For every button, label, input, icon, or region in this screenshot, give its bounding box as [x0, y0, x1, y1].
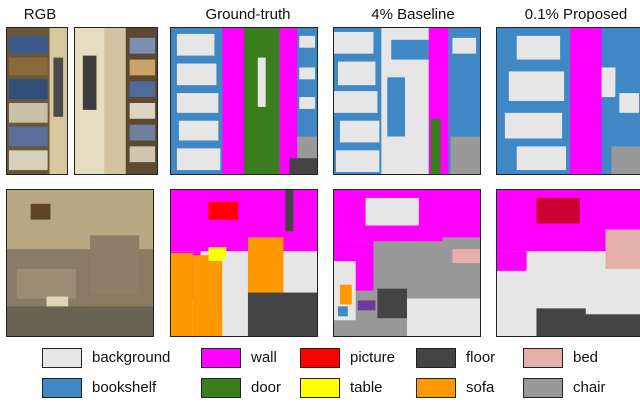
legend-label-sofa: sofa	[466, 379, 495, 396]
legend-label-background: background	[92, 349, 171, 366]
baseline-mask-1	[333, 27, 481, 175]
legend-item-wall: wall	[201, 346, 311, 370]
legend-item-background: background	[42, 346, 192, 370]
column-title-rgb: RGB	[23, 6, 57, 23]
legend-label-bookshelf: bookshelf	[92, 379, 157, 396]
legend-swatch-chair	[523, 378, 563, 398]
ground-truth-mask-1	[170, 27, 318, 175]
legend-swatch-door	[201, 378, 241, 398]
legend-swatch-sofa	[416, 378, 456, 398]
legend-swatch-picture	[300, 348, 340, 368]
rgb-photo-living-room	[6, 189, 154, 337]
rgb-photo-door	[74, 27, 158, 175]
legend-swatch-bed	[523, 348, 563, 368]
rgb-photo-bookshelf	[6, 27, 68, 175]
legend-label-picture: picture	[350, 349, 396, 366]
column-title-proposed: 0.1% Proposed	[524, 6, 628, 23]
legend-label-bed: bed	[573, 349, 599, 366]
baseline-mask-2	[333, 189, 481, 337]
legend-swatch-table	[300, 378, 340, 398]
proposed-mask-1	[496, 27, 640, 175]
proposed-mask-2	[496, 189, 640, 337]
ground-truth-mask-2	[170, 189, 318, 337]
legend-swatch-background	[42, 348, 82, 368]
legend-item-door: door	[201, 376, 311, 400]
legend-swatch-wall	[201, 348, 241, 368]
legend-label-floor: floor	[466, 349, 496, 366]
legend-item-floor: floor	[416, 346, 516, 370]
legend-swatch-bookshelf	[42, 378, 82, 398]
legend-label-table: table	[350, 379, 383, 396]
legend-label-wall: wall	[251, 349, 277, 366]
legend-swatch-floor	[416, 348, 456, 368]
legend-item-table: table	[300, 376, 420, 400]
legend-item-sofa: sofa	[416, 376, 516, 400]
legend-label-chair: chair	[573, 379, 606, 396]
legend-item-picture: picture	[300, 346, 420, 370]
legend-item-bed: bed	[523, 346, 623, 370]
legend-item-chair: chair	[523, 376, 623, 400]
legend-label-door: door	[251, 379, 282, 396]
legend-item-bookshelf: bookshelf	[42, 376, 192, 400]
column-title-baseline: 4% Baseline	[371, 6, 455, 23]
column-title-ground-truth: Ground-truth	[205, 6, 291, 23]
